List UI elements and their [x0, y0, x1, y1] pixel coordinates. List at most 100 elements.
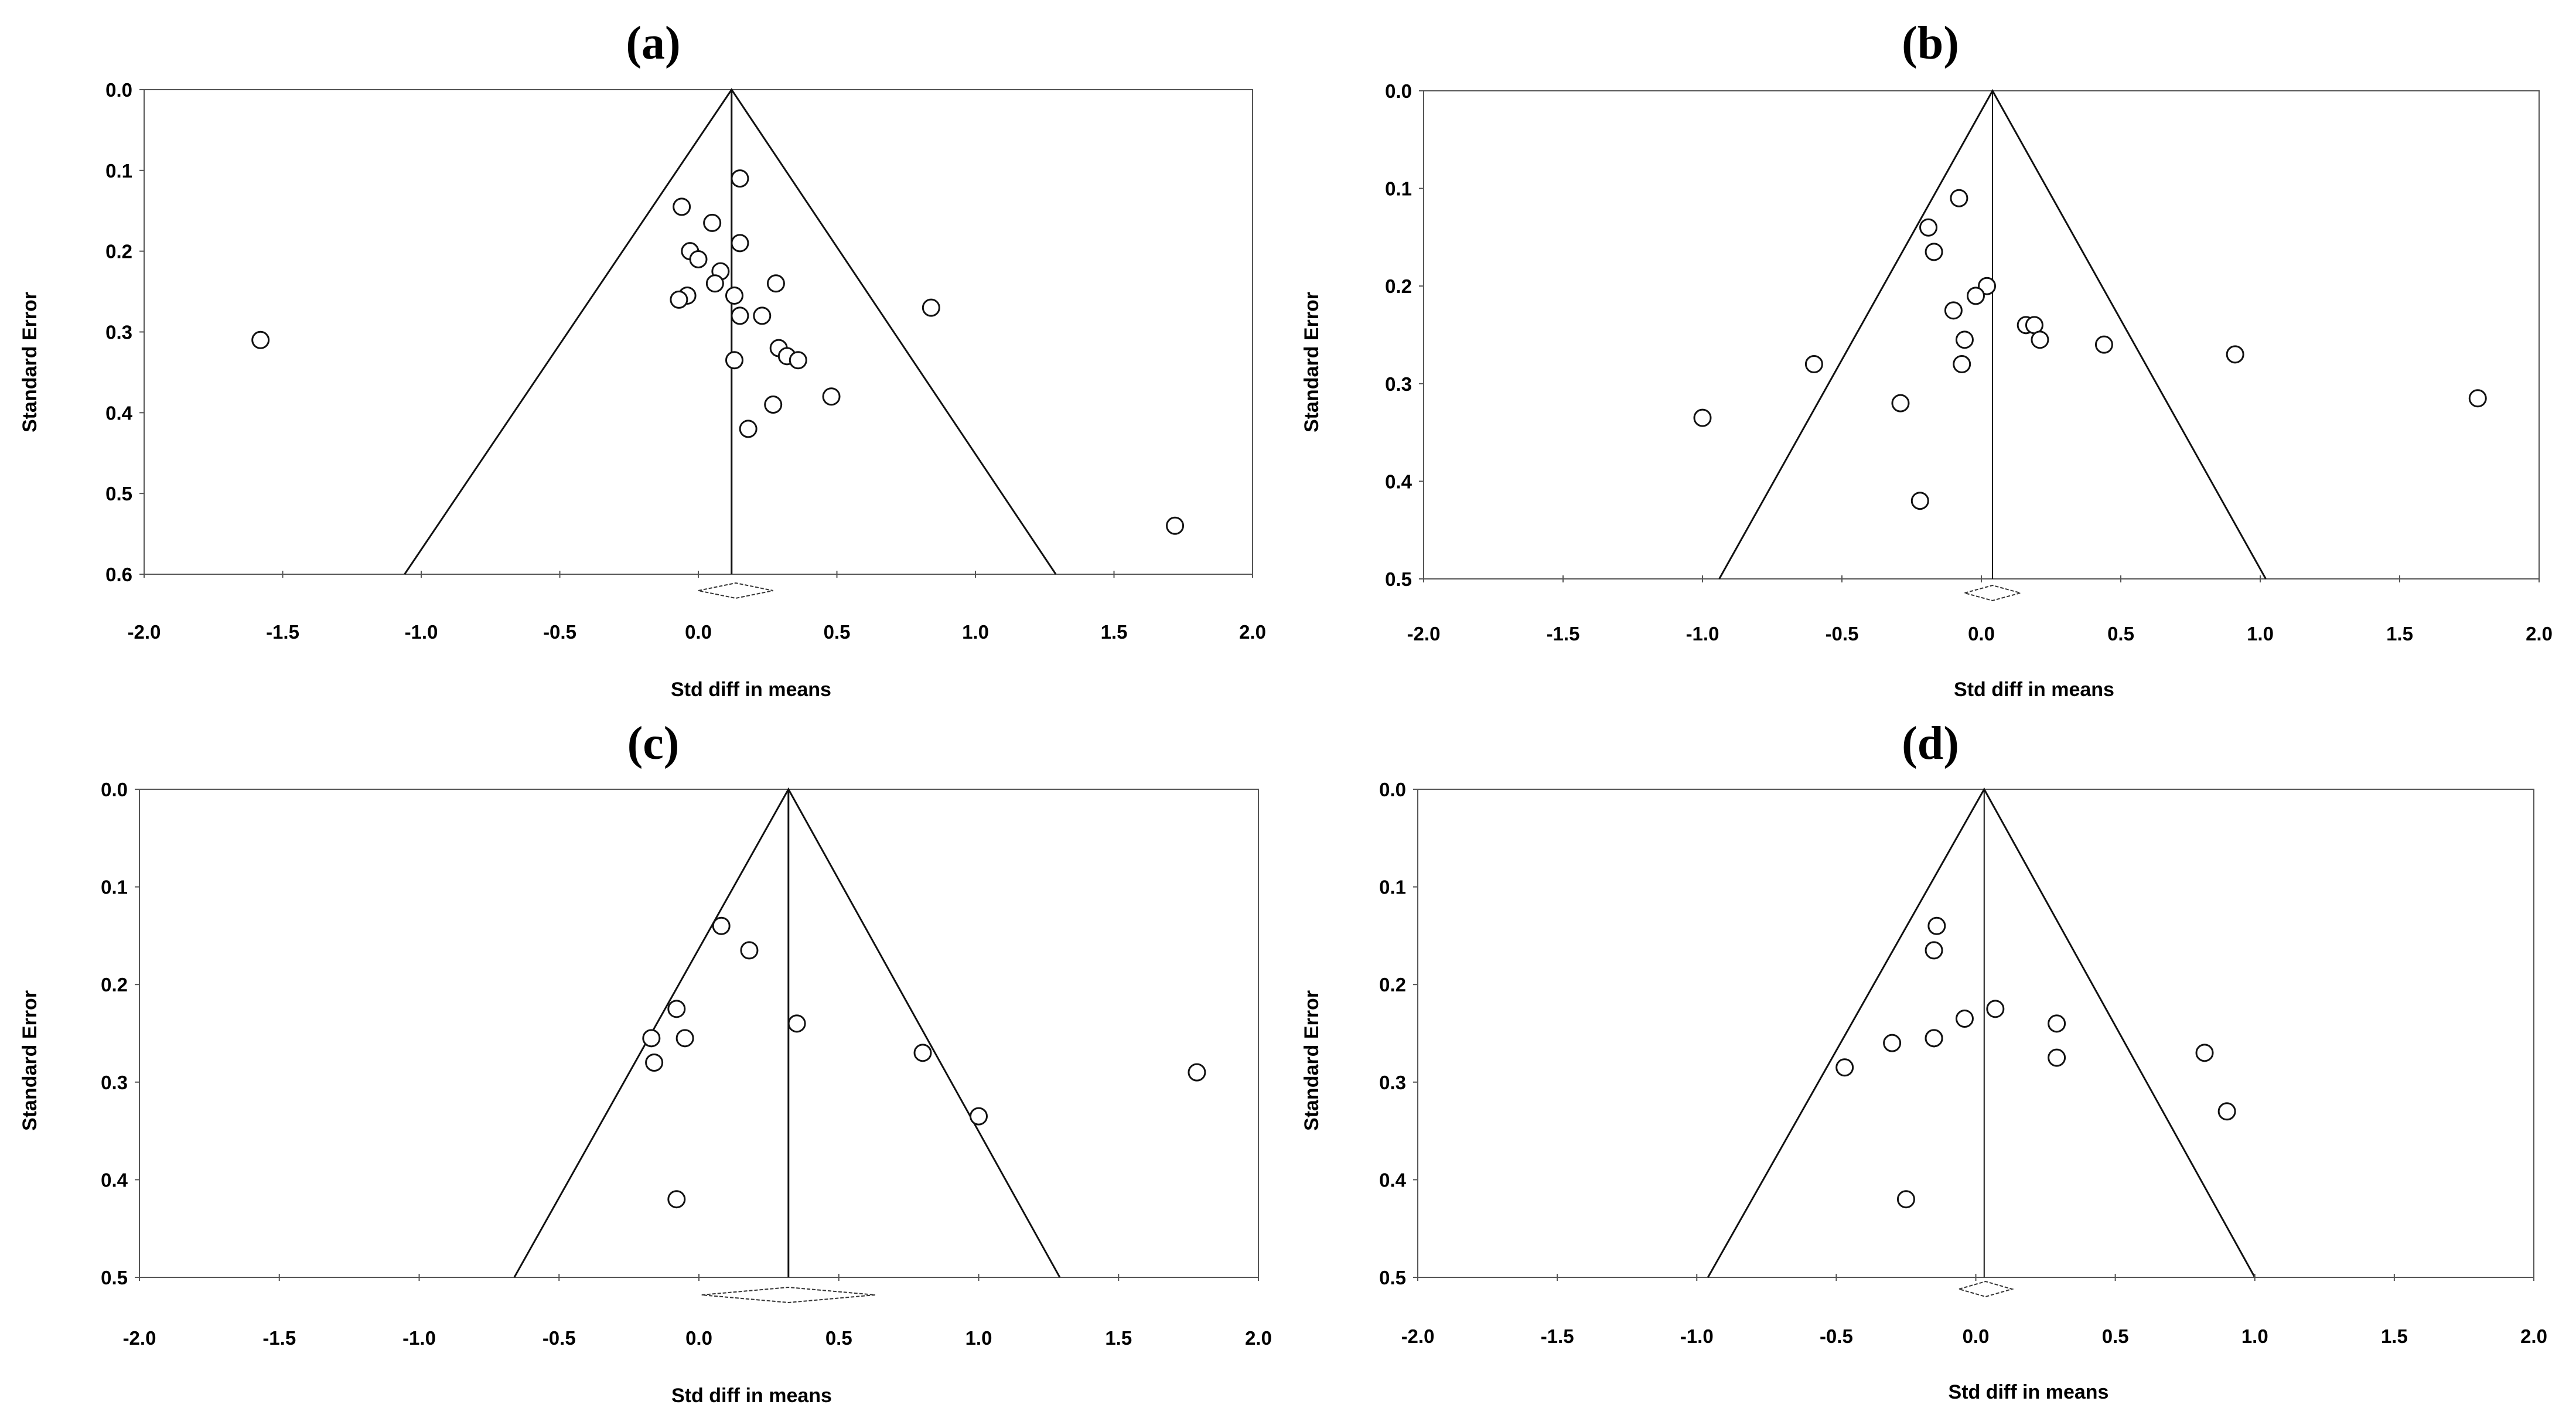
x-tick-label: -1.0 — [405, 621, 438, 643]
study-point — [667, 1000, 686, 1018]
study-point — [1950, 189, 1968, 207]
study-point — [970, 1107, 988, 1126]
study-point — [673, 197, 691, 216]
summary-diamond — [701, 1286, 875, 1304]
y-tick-label: 0.0 — [105, 79, 132, 101]
y-tick-label: 0.5 — [1385, 568, 1412, 590]
x-tick-label: -2.0 — [123, 1327, 156, 1349]
panel-title: (a) — [626, 18, 680, 69]
x-tick-label: -1.0 — [1686, 623, 1719, 645]
study-point — [1927, 916, 1946, 935]
x-tick-label: 0.0 — [1968, 623, 1995, 645]
x-tick-label: 0.5 — [2102, 1325, 2129, 1347]
x-tick-label: -1.5 — [262, 1327, 296, 1349]
x-tick-label: -2.0 — [1401, 1325, 1435, 1347]
study-point — [1910, 492, 1929, 510]
panel-title: (b) — [1902, 18, 1959, 69]
x-tick-label: 0.5 — [824, 621, 851, 643]
study-point — [645, 1053, 664, 1072]
x-tick-label: 1.5 — [1101, 621, 1128, 643]
study-point — [1835, 1058, 1854, 1077]
study-point — [913, 1044, 932, 1062]
panel-title: (d) — [1902, 718, 1959, 769]
summary-diamond — [1957, 1280, 2015, 1298]
study-point — [1166, 516, 1185, 535]
plot-frame — [1423, 90, 2540, 579]
panel-title: (c) — [627, 718, 680, 769]
funnel-lines — [513, 787, 1061, 1278]
y-tick-label: 0.3 — [1379, 1072, 1406, 1093]
x-tick-label: 0.0 — [1963, 1325, 1990, 1347]
study-point — [1925, 941, 1943, 960]
x-tick-label: 2.0 — [2526, 623, 2553, 645]
study-point — [2226, 345, 2244, 364]
y-tick-label: 0.4 — [101, 1169, 128, 1191]
study-point — [1804, 354, 1823, 373]
y-tick-label: 0.5 — [101, 1267, 128, 1288]
x-axis-label: Std diff in means — [1954, 679, 2114, 701]
funnel-panel-c: (c) 0.0 0.1 0.2 0.3 0.4 0.5 -2.0 -1.5 -1.0 -0.5 0.0… — [19, 718, 1272, 1407]
x-tick-label: -2.0 — [128, 621, 161, 643]
y-tick-label: 0.3 — [1385, 373, 1412, 395]
funnel-lines — [404, 88, 1057, 575]
y-tick-label: 0.5 — [105, 483, 132, 504]
y-axis-label: Standard Error — [19, 990, 41, 1131]
study-point — [731, 169, 749, 188]
study-point — [2094, 335, 2113, 354]
study-point — [764, 396, 783, 414]
y-tick-label: 0.4 — [1385, 471, 1412, 492]
x-tick-label: 0.0 — [685, 1327, 712, 1349]
x-tick-label: 0.5 — [825, 1327, 852, 1349]
study-point — [1896, 1190, 1915, 1209]
study-point — [922, 298, 940, 317]
study-point — [731, 306, 749, 325]
study-point — [1919, 218, 1938, 237]
summary-diamond — [1962, 584, 2023, 602]
y-tick-label: 0.0 — [1385, 80, 1412, 102]
study-point — [1955, 330, 1974, 349]
study-point — [787, 1014, 806, 1033]
x-tick-label: 0.5 — [2107, 623, 2134, 645]
y-tick-label: 0.2 — [1379, 974, 1406, 996]
x-tick-label: -1.0 — [402, 1327, 436, 1349]
y-tick-label: 0.6 — [105, 564, 132, 585]
y-tick-label: 0.2 — [1385, 275, 1412, 297]
y-tick-label: 0.1 — [1379, 877, 1406, 898]
x-tick-label: 2.0 — [1245, 1327, 1272, 1349]
study-point — [739, 420, 758, 438]
x-tick-label: -0.5 — [543, 1327, 576, 1349]
x-tick-label: -1.5 — [266, 621, 299, 643]
y-tick-label: 0.4 — [1379, 1169, 1407, 1191]
x-axis-label: Std diff in means — [671, 1385, 832, 1407]
study-point — [251, 330, 270, 349]
study-point — [1944, 301, 1963, 320]
study-point — [753, 306, 772, 325]
funnel-panel-b: (b) 0.0 0.1 0.2 0.3 0.4 0.5 -2.0 -1.5 -1.0 -0.5 0.0… — [1301, 18, 2553, 701]
x-tick-label: -1.5 — [1541, 1325, 1574, 1347]
study-point — [2468, 389, 2487, 408]
y-tick-label: 0.0 — [101, 779, 128, 800]
y-tick-label: 0.3 — [101, 1072, 128, 1093]
x-tick-label: 1.0 — [2247, 623, 2274, 645]
y-tick-label: 0.5 — [1379, 1267, 1406, 1288]
y-tick-label: 0.0 — [1379, 779, 1406, 800]
x-tick-label: -1.0 — [1680, 1325, 1714, 1347]
study-point — [1986, 1000, 2005, 1018]
study-point — [2217, 1102, 2236, 1121]
funnel-panel-d: (d) 0.0 0.1 0.2 0.3 0.4 0.5 -2.0 -1.5 -1.0 -0.5 0.0… — [1301, 718, 2547, 1403]
y-tick-label: 0.1 — [105, 160, 132, 182]
study-point — [822, 387, 841, 406]
summary-diamond — [698, 582, 773, 599]
study-point — [712, 916, 731, 935]
y-tick-label: 0.4 — [105, 402, 133, 424]
x-tick-label: 2.0 — [1239, 621, 1266, 643]
study-point — [1891, 394, 1910, 412]
plot-frame — [139, 789, 1259, 1278]
x-tick-label: 2.0 — [2520, 1325, 2547, 1347]
y-axis-label: Standard Error — [1301, 990, 1323, 1131]
x-tick-label: 0.0 — [685, 621, 712, 643]
study-point — [675, 1029, 694, 1048]
funnel-panel-a: (a) 0.0 0.1 0.2 0.3 0.4 0.5 0.6 -2.0 -1.5 -1.0 -0.5… — [19, 18, 1266, 701]
y-axis-label: Standard Error — [1301, 292, 1323, 432]
